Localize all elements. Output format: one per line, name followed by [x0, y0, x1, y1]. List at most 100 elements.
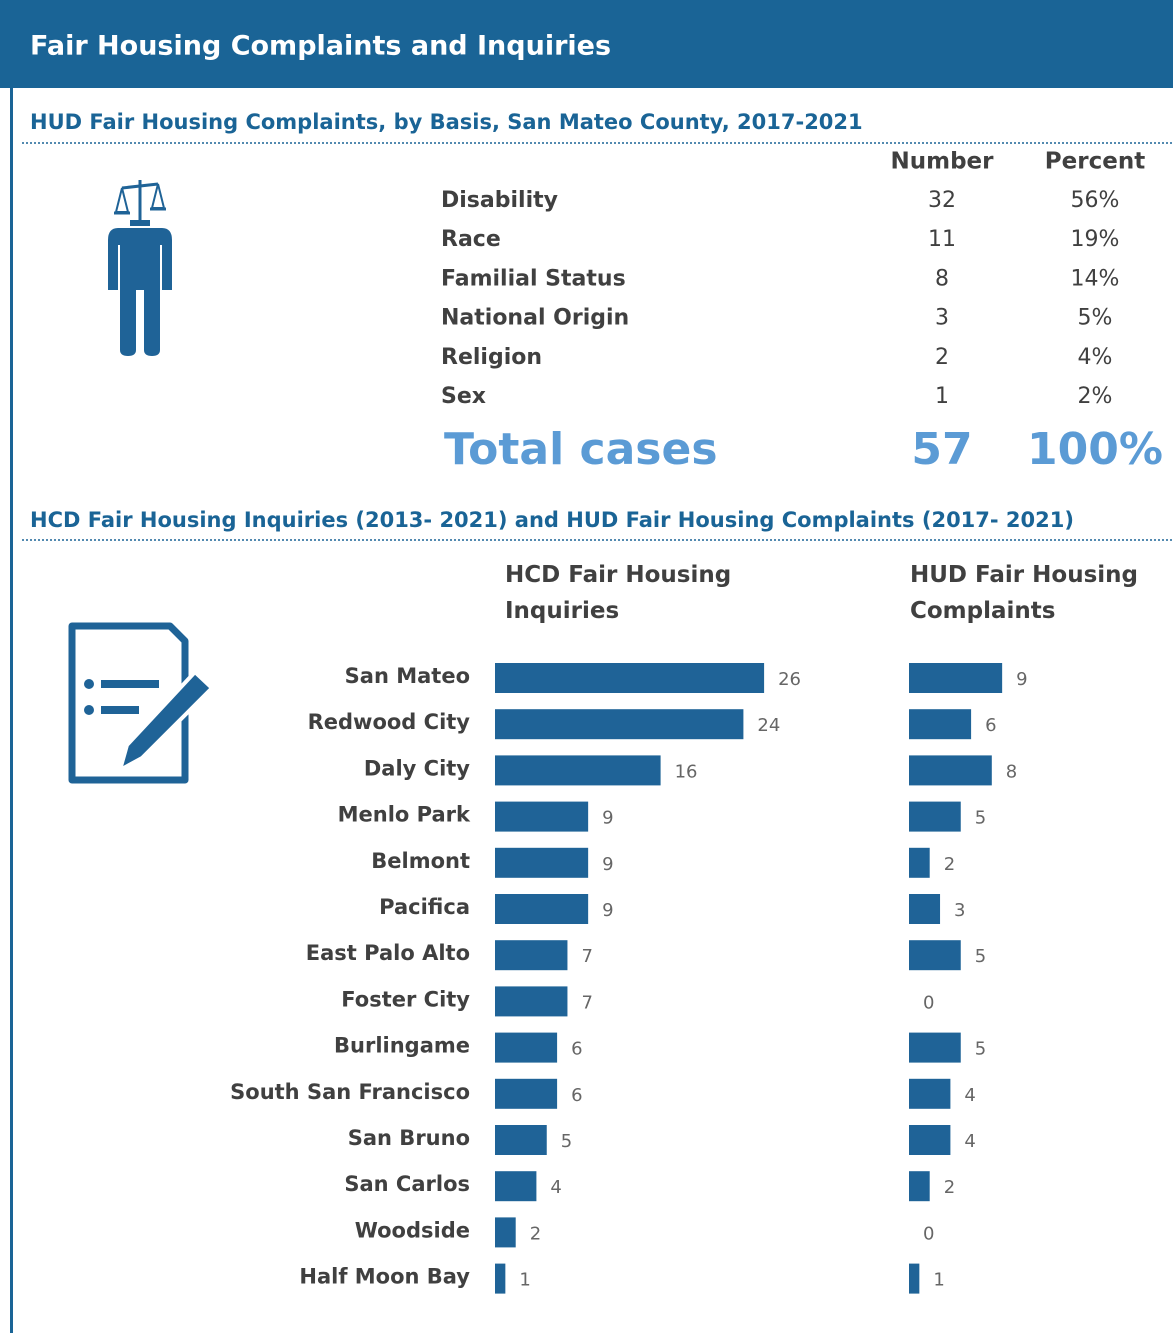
cell: 1: [935, 384, 949, 409]
bar: [495, 1171, 537, 1202]
column-header: Percent: [1045, 149, 1145, 175]
bar: [495, 1263, 506, 1294]
category-label: Belmont: [371, 849, 470, 873]
bar: [495, 1032, 558, 1063]
cell: 2: [935, 345, 949, 370]
row-label: Disability: [441, 188, 558, 213]
category-label: East Palo Alto: [306, 941, 470, 965]
bar: [909, 940, 961, 971]
value-label: 2: [944, 1177, 955, 1198]
value-label: 1: [933, 1270, 944, 1291]
category-label: Burlingame: [334, 1034, 470, 1058]
bar: [909, 1032, 961, 1063]
section-title: HCD Fair Housing Inquiries (2013- 2021) …: [30, 508, 1074, 532]
category-label: Foster City: [341, 987, 470, 1011]
bar: [495, 1217, 516, 1248]
bar: [909, 1078, 951, 1109]
category-label: San Carlos: [344, 1172, 470, 1196]
cell: 8: [935, 266, 949, 291]
value-label: 9: [1016, 669, 1027, 690]
page-title: Fair Housing Complaints and Inquiries: [30, 31, 611, 62]
row-label: Religion: [441, 345, 542, 370]
row-label: Race: [441, 227, 501, 252]
value-label: 9: [602, 900, 613, 921]
value-label: 5: [975, 946, 986, 967]
document-icon: [68, 622, 215, 784]
cell: 4%: [1078, 345, 1113, 370]
cell: 56%: [1071, 188, 1120, 213]
category-label: San Bruno: [348, 1126, 470, 1150]
cell: 5%: [1078, 306, 1113, 331]
category-label: Woodside: [355, 1218, 470, 1242]
bar: [495, 986, 568, 1017]
value-label: 0: [923, 1223, 934, 1244]
category-label: Menlo Park: [338, 803, 471, 827]
row-label: Sex: [441, 384, 486, 409]
bar: [495, 801, 589, 832]
value-label: 24: [757, 715, 780, 736]
value-label: 4: [964, 1085, 975, 1106]
value-label: 26: [778, 669, 801, 690]
column-header: Number: [891, 149, 995, 175]
bar: [909, 663, 1003, 693]
category-label: South San Francisco: [230, 1080, 470, 1104]
category-label: Redwood City: [308, 710, 471, 734]
bar: [909, 1263, 920, 1294]
value-label: 1: [519, 1270, 530, 1291]
bar: [909, 847, 930, 878]
total-percent: 100%: [1027, 424, 1163, 475]
bar: [495, 847, 589, 878]
value-label: 6: [985, 715, 996, 736]
bar: [909, 755, 992, 786]
value-label: 5: [975, 808, 986, 829]
category-label: San Mateo: [345, 664, 470, 688]
bar: [909, 1125, 951, 1155]
bar: [495, 1125, 547, 1155]
value-label: 2: [530, 1223, 541, 1244]
value-label: 0: [923, 992, 934, 1013]
section-title: HUD Fair Housing Complaints, by Basis, S…: [30, 110, 863, 134]
value-label: 9: [602, 808, 613, 829]
value-label: 7: [581, 946, 592, 967]
bar: [909, 1171, 930, 1202]
value-label: 3: [954, 900, 965, 921]
bar: [495, 663, 765, 693]
bar: [495, 709, 744, 740]
cell: 11: [928, 227, 956, 252]
value-label: 6: [571, 1085, 582, 1106]
bar: [909, 801, 961, 832]
total-number: 57: [911, 424, 972, 475]
value-label: 6: [571, 1039, 582, 1060]
cell: 19%: [1071, 227, 1120, 252]
category-label: Half Moon Bay: [299, 1265, 470, 1289]
bar: [909, 894, 941, 924]
cell: 32: [928, 188, 956, 213]
cell: 2%: [1078, 384, 1113, 409]
cell: 3: [935, 306, 949, 331]
value-label: 5: [975, 1039, 986, 1060]
cell: 14%: [1071, 266, 1120, 291]
person-icon: [108, 180, 172, 356]
value-label: 8: [1006, 761, 1017, 782]
value-label: 4: [964, 1131, 975, 1152]
value-label: 2: [944, 854, 955, 875]
value-label: 5: [561, 1131, 572, 1152]
category-label: Daly City: [364, 756, 470, 780]
bar: [909, 709, 972, 740]
row-label: National Origin: [441, 306, 629, 331]
bar: [495, 1078, 558, 1109]
value-label: 9: [602, 854, 613, 875]
bar: [495, 940, 568, 971]
total-label: Total cases: [444, 424, 718, 475]
value-label: 7: [581, 992, 592, 1013]
row-label: Familial Status: [441, 266, 626, 291]
bar: [495, 894, 589, 924]
left-border: [10, 88, 13, 1333]
series-name: HUD Fair Housing Complaints: [910, 562, 1138, 624]
series-name: HCD Fair Housing Inquiries: [505, 562, 732, 624]
category-label: Pacifica: [379, 895, 470, 919]
value-label: 4: [550, 1177, 561, 1198]
header-bar: [0, 0, 1173, 88]
